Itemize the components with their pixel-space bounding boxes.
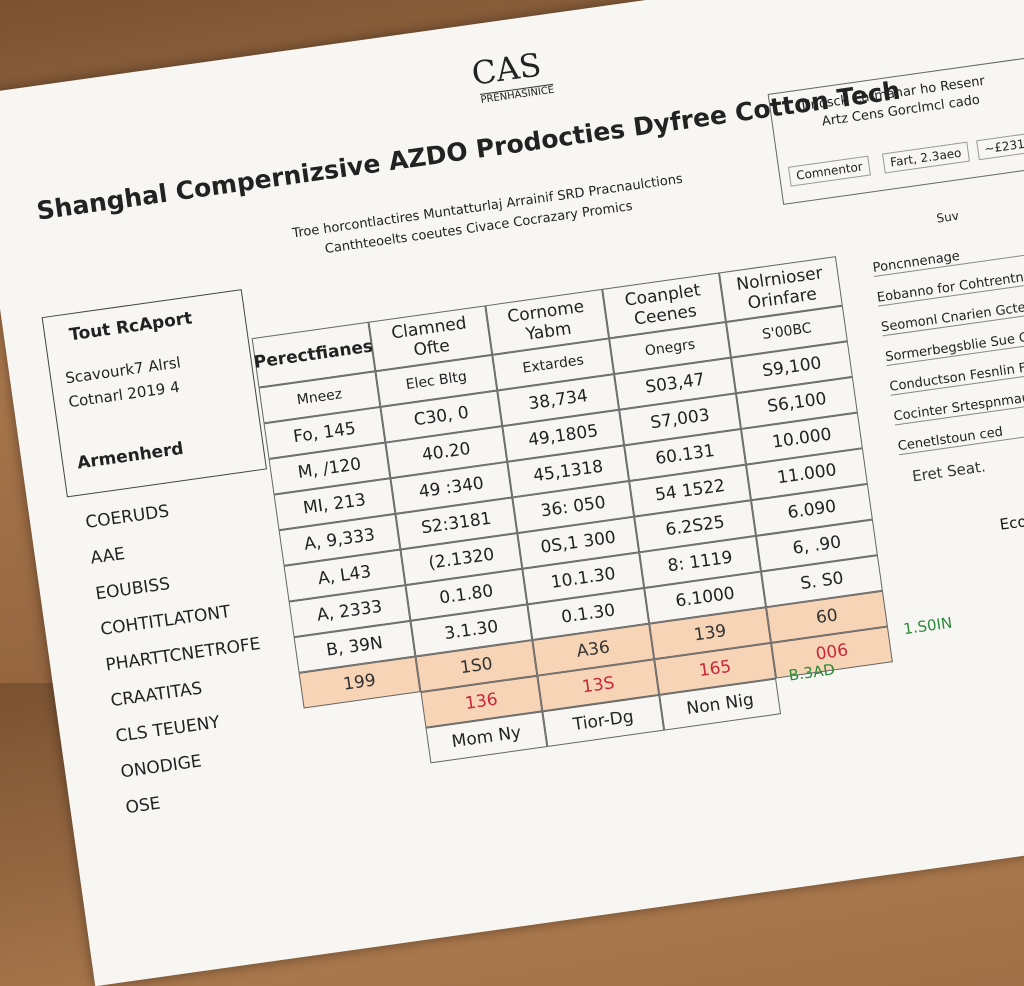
side-list-head: Suv bbox=[935, 208, 960, 226]
row-label: CLS TEUENY bbox=[114, 712, 222, 747]
row-label: EOUBISS bbox=[94, 574, 172, 605]
side-list-tail: Econdofiin bbox=[998, 505, 1024, 534]
row-label: AAE bbox=[89, 544, 127, 569]
row-label: COERUDS bbox=[84, 501, 171, 533]
row-label: PHARTTCNETROFE bbox=[104, 634, 262, 676]
side-list-item: Poncnnenage bbox=[871, 219, 1024, 277]
side-list-tail: 1.S0IN bbox=[902, 613, 954, 639]
row-label: COHTITLATONT bbox=[99, 601, 232, 640]
row-label: OSE bbox=[124, 793, 162, 819]
row-label: ONODIGE bbox=[119, 751, 203, 783]
side-list-tail: Eret Seat. bbox=[911, 457, 987, 486]
row-label: CRAATITAS bbox=[109, 678, 204, 712]
